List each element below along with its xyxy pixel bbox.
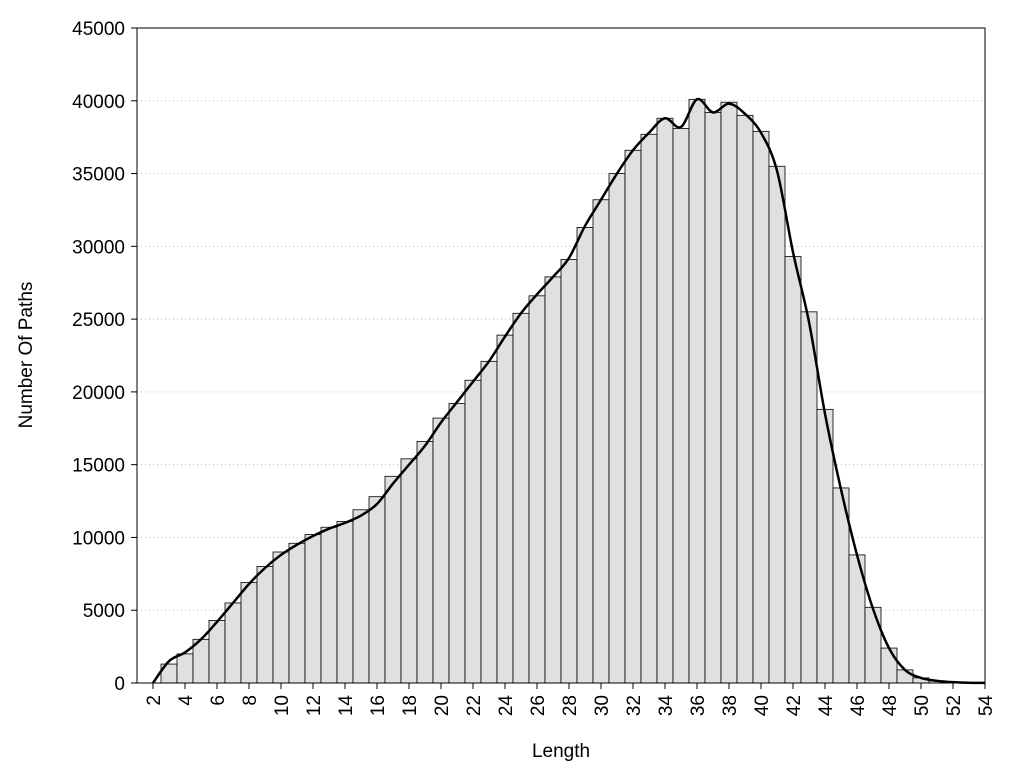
y-tick-label: 25000 bbox=[72, 310, 125, 331]
x-tick-label: 22 bbox=[464, 695, 485, 716]
bar bbox=[256, 566, 274, 684]
bar bbox=[288, 542, 306, 684]
x-tick-label: 16 bbox=[368, 695, 389, 716]
bar bbox=[448, 403, 466, 684]
bar bbox=[592, 199, 610, 684]
density-line bbox=[151, 97, 986, 685]
x-tick-label: 46 bbox=[848, 695, 869, 716]
bar bbox=[784, 256, 802, 684]
x-tick-label: 54 bbox=[976, 695, 997, 717]
x-tick-label: 44 bbox=[816, 695, 837, 717]
x-axis-label: Length bbox=[532, 741, 590, 762]
x-tick-label: 50 bbox=[912, 695, 933, 716]
bar bbox=[416, 440, 434, 684]
x-tick-label: 30 bbox=[592, 695, 613, 716]
y-tick-label: 30000 bbox=[72, 237, 125, 258]
bar bbox=[432, 417, 450, 684]
y-tick-label: 45000 bbox=[72, 19, 125, 40]
x-tick-label: 38 bbox=[720, 695, 741, 716]
plot-frame bbox=[136, 27, 986, 684]
bar bbox=[240, 582, 258, 684]
x-tick-label: 20 bbox=[432, 695, 453, 716]
bar bbox=[176, 653, 194, 684]
bar bbox=[224, 602, 242, 684]
bar bbox=[896, 669, 914, 684]
bar bbox=[464, 379, 482, 684]
x-tick-label: 32 bbox=[624, 695, 645, 716]
x-tick-label: 48 bbox=[880, 695, 901, 716]
bar bbox=[656, 117, 674, 684]
x-tick-label: 8 bbox=[240, 695, 261, 706]
bar bbox=[672, 128, 690, 684]
bar bbox=[720, 101, 738, 684]
bar bbox=[400, 458, 418, 684]
bar bbox=[496, 334, 514, 684]
x-tick-label: 2 bbox=[144, 695, 165, 706]
x-tick-label: 10 bbox=[272, 695, 293, 716]
x-tick-label: 42 bbox=[784, 695, 805, 716]
bar bbox=[560, 259, 578, 684]
bar bbox=[528, 295, 546, 684]
y-tick-label: 10000 bbox=[72, 528, 125, 549]
x-tick-label: 18 bbox=[400, 695, 421, 716]
x-tick-label: 26 bbox=[528, 695, 549, 716]
bar bbox=[880, 647, 898, 684]
bar bbox=[640, 133, 658, 684]
bar bbox=[816, 408, 834, 684]
x-tick-label: 28 bbox=[560, 695, 581, 716]
x-tick-label: 24 bbox=[496, 695, 517, 717]
bar bbox=[368, 496, 386, 684]
bar bbox=[352, 509, 370, 684]
x-tick-label: 14 bbox=[336, 695, 357, 717]
bar bbox=[336, 521, 354, 684]
y-tick-label: 15000 bbox=[72, 456, 125, 477]
bar bbox=[320, 526, 338, 684]
x-tick-label: 36 bbox=[688, 695, 709, 716]
y-tick-label: 5000 bbox=[83, 601, 125, 622]
bar bbox=[688, 98, 706, 684]
bar bbox=[512, 312, 530, 684]
y-tick-label: 40000 bbox=[72, 92, 125, 113]
x-tick-label: 12 bbox=[304, 695, 325, 716]
bar bbox=[384, 475, 402, 684]
y-tick-label: 20000 bbox=[72, 383, 125, 404]
bar bbox=[800, 311, 818, 684]
y-tick-label: 0 bbox=[114, 674, 125, 695]
x-tick-label: 4 bbox=[176, 695, 197, 706]
bar bbox=[608, 173, 626, 684]
x-tick-label: 52 bbox=[944, 695, 965, 716]
y-axis-label: Number Of Paths bbox=[16, 282, 37, 429]
bar bbox=[864, 606, 882, 684]
bar bbox=[480, 360, 498, 684]
bar bbox=[624, 149, 642, 684]
x-tick-label: 6 bbox=[208, 695, 229, 706]
bar bbox=[576, 227, 594, 684]
x-tick-label: 40 bbox=[752, 695, 773, 716]
bar bbox=[304, 534, 322, 684]
bar bbox=[544, 276, 562, 684]
bar bbox=[752, 130, 770, 684]
bar bbox=[704, 112, 722, 684]
bar bbox=[272, 551, 290, 684]
x-tick-label: 34 bbox=[656, 695, 677, 717]
bar bbox=[736, 114, 754, 684]
y-tick-label: 35000 bbox=[72, 165, 125, 186]
bar bbox=[768, 165, 786, 684]
